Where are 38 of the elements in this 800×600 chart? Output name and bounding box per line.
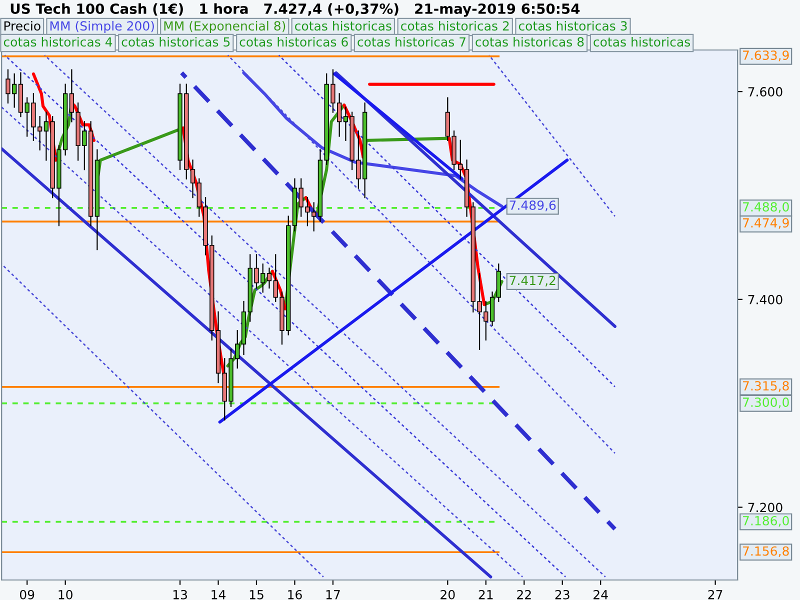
x-tick-label: 13	[173, 590, 187, 600]
text: cotas historicas 7	[358, 36, 466, 47]
text: Precio	[4, 20, 40, 31]
ref-line-label: 7.474,9	[743, 218, 789, 229]
x-tick-label: 20	[440, 590, 455, 600]
data-label: 7.489,6	[510, 200, 556, 212]
x-tick-label: 24	[594, 590, 608, 600]
y-tick-label: 7.400	[748, 294, 782, 304]
text: cotas historicas 6	[240, 36, 348, 47]
ref-line-label: 7.156,8	[743, 546, 789, 558]
text: cotas historicas	[295, 20, 392, 31]
text: cotas historicas 3	[518, 20, 627, 31]
x-tick-label: 17	[326, 590, 340, 600]
x-tick-label: 15	[250, 590, 264, 600]
y-tick-label: 7.600	[748, 87, 782, 96]
text: cotas historicas 8	[476, 36, 584, 47]
chart-title: US Tech 100 Cash (1€) 1 hora 7.427,4 (+0,37%) 21-may-2019 6:50:54	[10, 3, 580, 17]
x-tick-label: 21	[478, 590, 493, 600]
data-label: 7.417,2	[510, 276, 556, 286]
x-tick-label: 10	[58, 590, 72, 600]
y-tick-label: 7.200	[748, 502, 782, 512]
ref-line-label: 7.186,0	[743, 516, 789, 527]
ref-line-label: 7.633,9	[743, 50, 789, 62]
ref-line-label: 7.315,8	[743, 381, 789, 392]
x-tick-label: 22	[517, 590, 531, 600]
text: MM (Exponencial 8)	[164, 20, 286, 34]
ref-line-label: 7.488,0	[743, 202, 789, 213]
text: cotas historicas	[594, 36, 690, 47]
x-tick-label: 14	[212, 590, 226, 600]
text: cotas historicas 2	[401, 20, 509, 31]
text: cotas historicas 5	[122, 36, 230, 47]
x-tick-label: 09	[20, 590, 34, 600]
x-tick-label: 16	[288, 590, 302, 600]
x-tick-label: 23	[555, 590, 570, 600]
x-tick-label: 27	[708, 590, 722, 600]
ref-line-label: 7.300,0	[743, 398, 789, 408]
text: cotas historicas 4	[4, 36, 112, 47]
text: MM (Simple 200)	[50, 20, 154, 34]
